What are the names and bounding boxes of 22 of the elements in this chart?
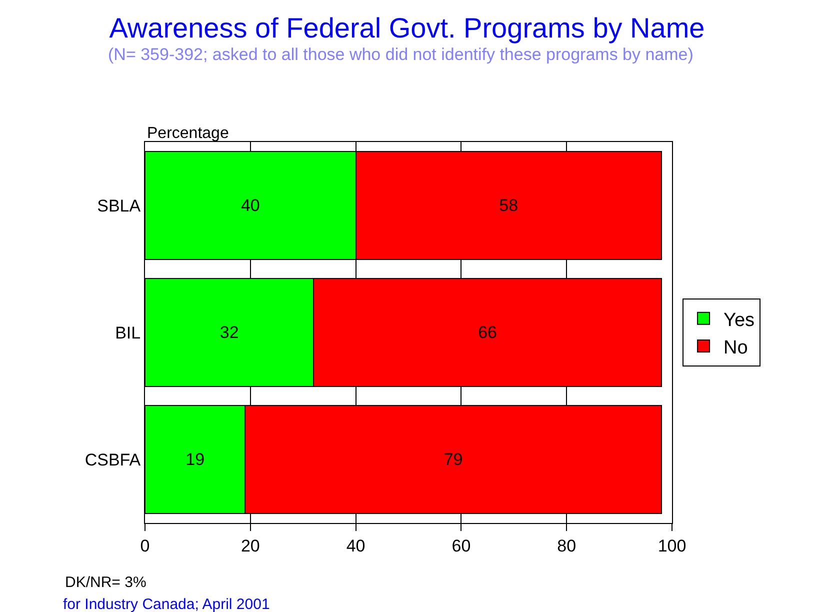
data-label: 66 bbox=[478, 322, 498, 342]
data-label: 79 bbox=[444, 450, 463, 469]
y-tick-label: BIL bbox=[115, 323, 141, 342]
chart-title: Awareness of Federal Govt. Programs by Name bbox=[109, 12, 705, 44]
legend-label: Yes bbox=[724, 310, 755, 331]
data-label: 40 bbox=[240, 196, 260, 215]
x-tick-label: 80 bbox=[557, 536, 576, 556]
legend-label: No bbox=[724, 337, 748, 358]
y-tick-label: SBLA bbox=[97, 196, 142, 216]
x-tick-label: 40 bbox=[346, 536, 366, 556]
chart-subtitle: (N= 359-392; asked to all those who did not identify these programs by name) bbox=[108, 45, 694, 64]
x-tick-label: 20 bbox=[240, 536, 260, 556]
y-tick-label: CSBFA bbox=[84, 450, 142, 470]
text: DK/NR= 3% bbox=[65, 574, 146, 591]
data-label: 32 bbox=[220, 322, 239, 342]
data-label: 19 bbox=[186, 450, 205, 469]
x-tick-label: 100 bbox=[658, 536, 686, 556]
x-tick-label: 60 bbox=[452, 536, 471, 556]
text: for Industry Canada; April 2001 bbox=[63, 596, 270, 612]
x-axis-title: Percentage bbox=[147, 125, 229, 142]
data-label: 58 bbox=[499, 196, 518, 215]
x-tick-label: 0 bbox=[140, 536, 150, 556]
